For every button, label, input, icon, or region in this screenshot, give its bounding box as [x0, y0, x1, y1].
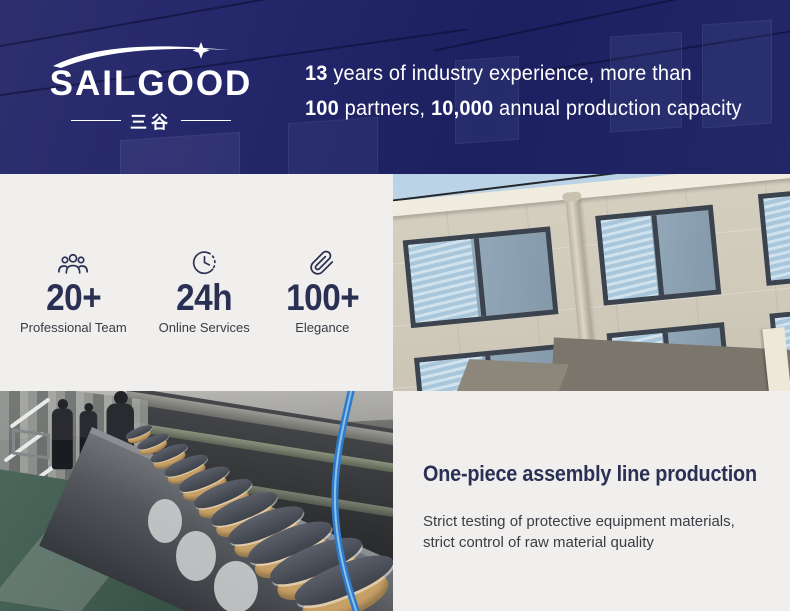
- hero-banner: SAILGOOD 三谷 13 years of industry experie…: [0, 0, 790, 174]
- stat-label: Online Services: [158, 320, 250, 336]
- stats-panel: 20+ Professional Team 24h Online Service…: [0, 174, 393, 391]
- window: [402, 226, 559, 329]
- logo-wordmark: SAILGOOD: [49, 64, 253, 103]
- logo-divider-line: [71, 120, 121, 121]
- window: [595, 204, 722, 306]
- machine-frame: [12, 428, 50, 460]
- paperclip-icon: [282, 246, 363, 276]
- stat-value: 20+: [45, 276, 102, 318]
- feature-description-line-1: Strict testing of protective equipment m…: [423, 513, 735, 530]
- assembly-line-photo: [0, 391, 393, 611]
- logo-divider-line: [181, 120, 231, 121]
- headline-line-2: 100 partners, 10,000 annual production c…: [305, 96, 742, 120]
- logo-chinese-text: 三谷: [130, 113, 172, 132]
- window: [757, 185, 790, 286]
- feature-title: One-piece assembly line production: [423, 461, 757, 486]
- logo-swoosh-icon: [53, 42, 229, 68]
- plastic-bag: [214, 561, 258, 611]
- clock-icon: [159, 246, 250, 276]
- stat-label: Elegance: [295, 320, 350, 336]
- plastic-bag: [148, 499, 182, 543]
- blue-hose: [331, 391, 361, 611]
- headline-line-1: 13 years of industry experience, more th…: [305, 61, 692, 85]
- stat-value: 100+: [285, 276, 360, 318]
- feature-panel: One-piece assembly line production Stric…: [393, 391, 790, 611]
- team-icon: [20, 246, 127, 276]
- banner-headline: 13 years of industry experience, more th…: [305, 56, 742, 126]
- stat-label: Professional Team: [20, 320, 127, 336]
- stat-online-services: 24h Online Services: [158, 246, 250, 336]
- feature-description: Strict testing of protective equipment m…: [423, 511, 774, 553]
- background-window-shape: [120, 131, 240, 174]
- stat-professional-team: 20+ Professional Team: [20, 246, 127, 336]
- building-facade-photo: [393, 174, 790, 392]
- stat-elegance: 100+ Elegance: [282, 246, 363, 336]
- stat-value: 24h: [176, 276, 233, 318]
- plastic-bag: [176, 531, 216, 581]
- logo-subtitle: 三谷: [42, 108, 260, 133]
- company-logo: SAILGOOD 三谷: [42, 42, 260, 133]
- feature-description-line-2: strict control of raw material quality: [423, 534, 654, 551]
